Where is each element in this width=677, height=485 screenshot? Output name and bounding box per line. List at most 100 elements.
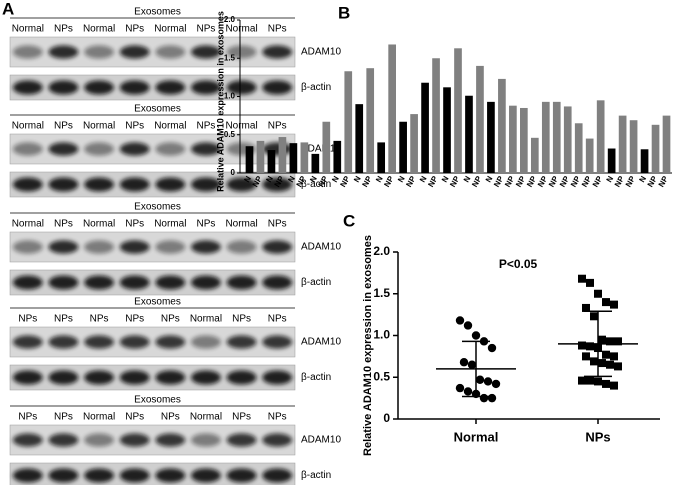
y-tick-label: 0 [383,411,390,425]
x-tick-label: N [484,174,495,184]
x-tick-label: NP [338,174,352,189]
bar [300,142,309,173]
y-tick-label: 1.0 [224,92,236,101]
x-tick-label: NPs [585,429,610,444]
blot-band [119,468,150,483]
bar [355,104,364,173]
bar [487,101,495,173]
blot-band [226,177,257,192]
lane-label: Normal [154,121,186,132]
data-point [586,376,594,385]
blot-background [9,462,296,485]
blot-band [262,177,293,192]
blot-band [48,45,79,59]
blot-band [226,433,257,447]
x-tick-label: NP [657,174,671,189]
blot-band [190,370,221,385]
lane-label: NPs [125,121,144,132]
bar [245,146,254,173]
blot-band [12,142,43,156]
lane-label: NPs [54,219,73,230]
bar [530,137,539,173]
x-tick-label: N [308,174,319,184]
x-tick-label: N [418,174,429,184]
lane-label: Normal [190,412,222,423]
blot-band [262,275,293,290]
blot-band [48,80,79,95]
blot-band [155,240,186,254]
blot-band [190,240,221,254]
data-point [586,278,594,287]
blot-band [190,468,221,483]
blot-band [190,335,221,349]
blot-band [12,433,43,447]
blot-band [119,80,150,95]
x-tick-label: N [462,174,473,184]
y-tick-label: 1.0 [373,328,390,342]
data-point [598,335,606,344]
lane-label: Normal [12,121,44,132]
bar [267,150,276,173]
bar [322,121,331,173]
y-tick-label: 2.0 [224,15,236,24]
panel-letter: B [338,3,350,22]
bar [377,142,386,173]
lane-label: Normal [83,219,115,230]
x-tick-label: N [605,174,616,184]
blot-band [12,275,43,290]
bar [498,78,506,173]
lane-label: Normal [12,24,44,35]
data-point [578,376,586,385]
blot-band [155,142,186,156]
blot-band [84,433,115,447]
blot-band [84,80,115,95]
data-point [582,352,590,361]
bar [509,105,517,173]
bar [432,58,440,173]
data-point [602,298,610,307]
bar [344,71,353,173]
data-point [475,375,485,384]
blot-band [12,370,43,385]
blot-band [190,80,221,95]
bar [410,114,418,173]
bar [541,101,550,173]
x-tick-label: NP [591,174,605,189]
bar [585,138,594,173]
band-label: ADAM10 [301,144,341,155]
bar [454,48,462,173]
blot-header: Exosomes [134,395,181,406]
x-tick-label: N [637,174,648,184]
blot-band [84,275,115,290]
blot-header: Exosomes [134,202,181,213]
blot-band [226,335,257,349]
blot-band [84,45,115,59]
bar [421,82,429,173]
data-point [467,360,477,369]
lane-label: NPs [232,412,251,423]
bar [618,115,627,173]
bar [574,123,583,173]
data-point [598,359,606,368]
data-point [614,362,622,371]
lane-label: NPs [18,314,37,325]
blot-band [84,240,115,254]
blot-band [190,45,221,59]
band-label: ADAM10 [301,435,341,446]
blot-band [190,275,221,290]
blot-band [12,80,43,95]
lane-label: NPs [161,412,180,423]
bar [256,140,265,173]
data-point [590,357,598,366]
lane-label: Normal [225,121,257,132]
blot-band [48,468,79,483]
data-point [455,316,465,325]
bar [333,140,342,173]
lane-label: NPs [196,24,215,35]
lane-label: Normal [83,412,115,423]
lane-label: Normal [83,121,115,132]
y-tick-label: 0.5 [373,369,390,383]
annotation: P<0.05 [499,257,538,271]
x-tick-label: N [374,174,385,184]
